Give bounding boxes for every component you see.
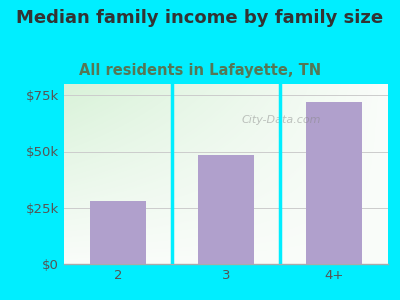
Text: Median family income by family size: Median family income by family size: [16, 9, 384, 27]
Text: All residents in Lafayette, TN: All residents in Lafayette, TN: [79, 63, 321, 78]
Bar: [306, 102, 362, 264]
Bar: [90, 201, 146, 264]
Text: City-Data.com: City-Data.com: [241, 115, 321, 125]
Bar: [198, 155, 254, 264]
